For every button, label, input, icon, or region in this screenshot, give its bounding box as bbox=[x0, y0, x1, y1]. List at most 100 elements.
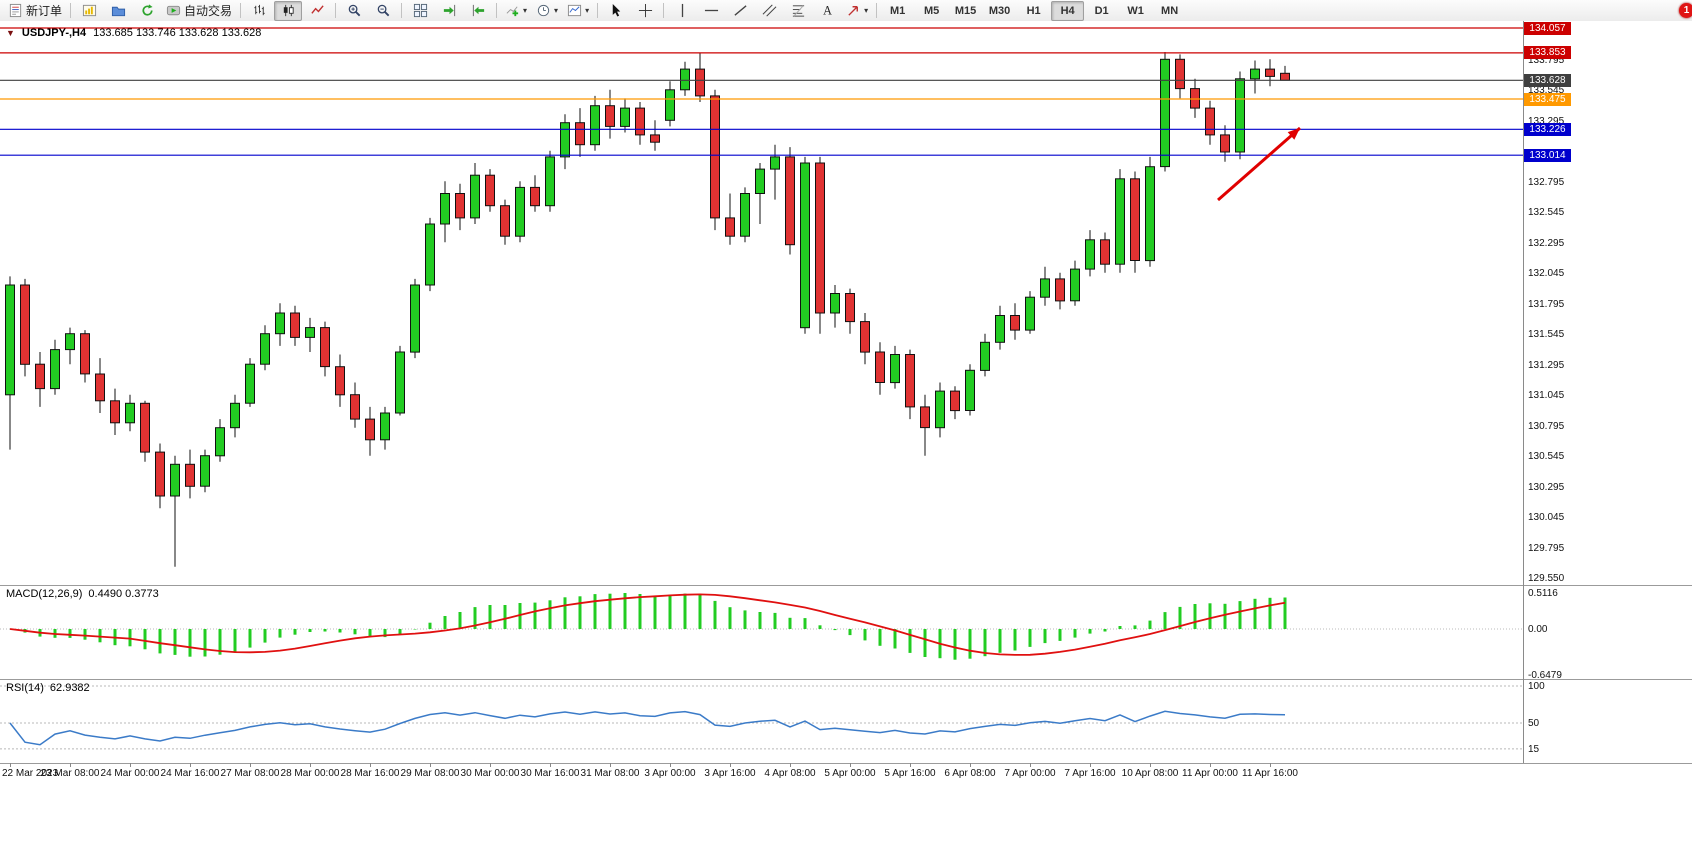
periods-button[interactable]: ▾ bbox=[532, 1, 562, 21]
candle-body bbox=[125, 402, 135, 424]
chart-window[interactable]: ▼ USDJPY-,H4 133.685 133.746 133.628 133… bbox=[0, 21, 1692, 847]
pane-separator-rsi[interactable] bbox=[0, 679, 1692, 680]
main-chart[interactable] bbox=[0, 22, 1523, 585]
time-axis-tick bbox=[250, 763, 251, 767]
new-order-button[interactable]: 新订单 bbox=[4, 1, 66, 21]
candle-body bbox=[695, 68, 705, 97]
macd-values: 0.4490 0.3773 bbox=[88, 588, 159, 600]
timeframe-toolbar: M1 M5 M15 M30 H1 H4 D1 W1 MN bbox=[881, 0, 1186, 21]
time-axis-label: 24 Mar 16:00 bbox=[160, 768, 220, 779]
vertical-line-button[interactable] bbox=[668, 1, 696, 21]
candle-body bbox=[20, 284, 30, 365]
candle-body bbox=[1145, 166, 1155, 262]
toolbar-separator bbox=[335, 3, 337, 18]
time-axis-label: 10 Apr 08:00 bbox=[1121, 768, 1179, 779]
candle-body bbox=[230, 402, 240, 429]
price-scale-label: 132.045 bbox=[1528, 268, 1565, 280]
bar-chart-button[interactable] bbox=[245, 1, 273, 21]
price-line-badge: 133.628 bbox=[1524, 73, 1571, 87]
timeframe-button-h4[interactable]: H4 bbox=[1051, 0, 1085, 21]
time-axis-line bbox=[0, 763, 1692, 764]
rsi-value: 62.9382 bbox=[49, 682, 90, 694]
candle-body bbox=[1010, 315, 1020, 331]
price-line-badge: 133.475 bbox=[1524, 92, 1571, 106]
candle-body bbox=[1055, 278, 1065, 302]
profiles-button[interactable] bbox=[104, 1, 132, 21]
candle-body bbox=[380, 412, 390, 441]
candle-body bbox=[200, 455, 210, 487]
candle-body bbox=[35, 363, 45, 390]
rsi-scale-label: 15 bbox=[1528, 743, 1540, 755]
macd-scale-label: -0.6479 bbox=[1528, 669, 1562, 681]
trendline-button[interactable] bbox=[726, 1, 754, 21]
rsi-panel[interactable] bbox=[0, 680, 1523, 763]
candle-body bbox=[215, 427, 225, 457]
candle-body bbox=[1265, 68, 1275, 77]
macd-title: MACD(12,26,9) 0.4490 0.3773 bbox=[6, 588, 159, 600]
candle-body bbox=[350, 394, 360, 420]
fibonacci-button[interactable] bbox=[784, 1, 812, 21]
indicators-button[interactable]: ▾ bbox=[501, 1, 531, 21]
time-axis-tick bbox=[910, 763, 911, 767]
candle-body bbox=[1280, 72, 1290, 81]
refresh-button[interactable] bbox=[133, 1, 161, 21]
toolbar-separator bbox=[663, 3, 665, 18]
price-scale-label: 130.545 bbox=[1528, 451, 1565, 463]
time-axis-tick bbox=[610, 763, 611, 767]
time-axis-tick bbox=[70, 763, 71, 767]
candle-body bbox=[1205, 107, 1215, 136]
cursor-button[interactable] bbox=[602, 1, 630, 21]
time-axis-label: 5 Apr 16:00 bbox=[884, 768, 936, 779]
templates-button[interactable]: ▾ bbox=[563, 1, 593, 21]
timeframe-button-m15[interactable]: M15 bbox=[954, 4, 977, 17]
toolbar-separator bbox=[240, 3, 242, 18]
auto-trading-button[interactable]: 自动交易 bbox=[162, 1, 236, 21]
macd-label: MACD(12,26,9) bbox=[6, 588, 83, 600]
timeframe-button-w1[interactable]: W1 bbox=[1127, 4, 1144, 17]
price-scale-label: 130.045 bbox=[1528, 512, 1565, 524]
equidistant-channel-button[interactable] bbox=[755, 1, 783, 21]
price-scale-label: 129.550 bbox=[1528, 572, 1565, 584]
new-chart-button[interactable] bbox=[75, 1, 103, 21]
candle-body bbox=[1220, 134, 1230, 153]
tile-windows-icon bbox=[413, 3, 427, 18]
candlestick-chart-button[interactable] bbox=[274, 0, 303, 21]
zoom-in-button[interactable] bbox=[340, 1, 368, 21]
candle-body bbox=[335, 366, 345, 396]
timeframe-button-mn[interactable]: MN bbox=[1161, 4, 1179, 17]
candle-body bbox=[890, 354, 900, 384]
price-scale-axis-line[interactable] bbox=[1523, 21, 1524, 763]
arrow-tool-button[interactable]: ▾ bbox=[842, 1, 872, 21]
candle-body bbox=[770, 156, 780, 170]
candle-body bbox=[1100, 239, 1110, 265]
pane-separator-macd[interactable] bbox=[0, 585, 1692, 586]
chart-shift-button[interactable] bbox=[464, 1, 492, 21]
chart-collapse-icon[interactable]: ▼ bbox=[6, 28, 15, 38]
crosshair-icon bbox=[638, 3, 652, 18]
macd-panel[interactable] bbox=[0, 586, 1523, 678]
timeframe-button-m5[interactable]: M5 bbox=[923, 4, 940, 17]
crosshair-button[interactable] bbox=[631, 1, 659, 21]
timeframe-button-h1[interactable]: H1 bbox=[1026, 4, 1041, 17]
timeframe-button-d1[interactable]: D1 bbox=[1094, 4, 1109, 17]
candle-body bbox=[275, 312, 285, 335]
time-axis-label: 7 Apr 00:00 bbox=[1004, 768, 1056, 779]
svg-text:A: A bbox=[823, 4, 832, 18]
timeframe-button-m1[interactable]: M1 bbox=[889, 4, 906, 17]
text-tool-button[interactable]: A bbox=[813, 1, 841, 21]
time-axis-tick bbox=[670, 763, 671, 767]
price-line-badge: 133.014 bbox=[1524, 148, 1571, 162]
timeframe-button-m30[interactable]: M30 bbox=[988, 4, 1011, 17]
zoom-in-icon bbox=[348, 4, 360, 17]
time-axis-tick bbox=[1030, 763, 1031, 767]
tile-windows-button[interactable] bbox=[406, 1, 434, 21]
notification-badge[interactable]: 1 bbox=[1679, 3, 1692, 18]
candle-body bbox=[515, 186, 525, 237]
horizontal-line-button[interactable] bbox=[697, 1, 725, 21]
time-axis-label: 4 Apr 08:00 bbox=[764, 768, 816, 779]
line-chart-button[interactable] bbox=[303, 1, 331, 21]
auto-scroll-button[interactable] bbox=[435, 1, 463, 21]
time-axis-tick bbox=[310, 763, 311, 767]
candle-body bbox=[65, 333, 75, 351]
zoom-out-button[interactable] bbox=[369, 1, 397, 21]
